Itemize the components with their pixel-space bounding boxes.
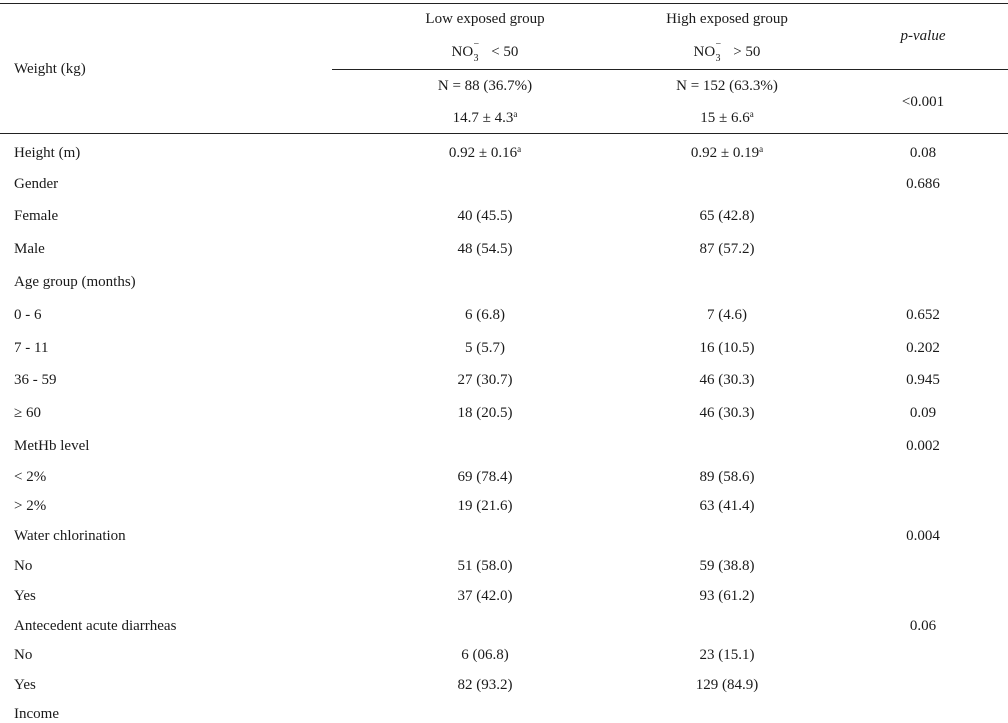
- row-label: Gender: [14, 176, 59, 192]
- table-top-rule: [0, 3, 1008, 4]
- low-value: 0.92 ± 0.16a: [448, 144, 522, 162]
- low-value: 48 (54.5): [457, 241, 513, 257]
- low-value: 6 (06.8): [461, 647, 509, 663]
- high-value: 16 (10.5): [699, 340, 755, 356]
- high-value: 65 (42.8): [699, 208, 755, 224]
- pvalue-title: p-value: [900, 28, 946, 44]
- weight-pvalue: <0.001: [901, 94, 945, 110]
- high-group-n: N = 152 (63.3%): [676, 78, 778, 94]
- row-label: Water chlorination: [14, 528, 126, 544]
- row-label: Income: [14, 706, 59, 722]
- p-value: 0.652: [906, 307, 940, 323]
- weight-low-value: 14.7 ± 4.3a: [452, 109, 518, 127]
- row-label: Male: [14, 241, 45, 257]
- high-value: 63 (41.4): [699, 498, 755, 514]
- high-value: 0.92 ± 0.19a: [690, 144, 764, 162]
- low-value: 69 (78.4): [457, 469, 513, 485]
- high-value: 46 (30.3): [699, 372, 755, 388]
- row-label: No: [14, 558, 33, 574]
- low-value: 27 (30.7): [457, 372, 513, 388]
- row-label: Yes: [14, 677, 36, 693]
- p-value: 0.09: [909, 405, 937, 421]
- nitrate-formula-high: NO −3: [693, 39, 722, 64]
- header-sub-rule: [332, 69, 1008, 70]
- low-value: 6 (6.8): [465, 307, 505, 323]
- high-value: 59 (38.8): [699, 558, 755, 574]
- row-label: Age group (months): [14, 274, 136, 290]
- row-label: ≥ 60: [14, 405, 41, 421]
- p-value: 0.202: [906, 340, 940, 356]
- row-label: No: [14, 647, 33, 663]
- low-value: 5 (5.7): [465, 340, 505, 356]
- low-group-n: N = 88 (36.7%): [437, 78, 533, 94]
- low-value: 82 (93.2): [457, 677, 513, 693]
- high-value: 7 (4.6): [707, 307, 747, 323]
- header-row-label: Weight (kg): [14, 61, 86, 77]
- low-condition: NO −3 < 50: [451, 39, 519, 64]
- p-value: 0.945: [906, 372, 940, 388]
- low-value: 18 (20.5): [457, 405, 513, 421]
- high-group-title: High exposed group: [666, 11, 788, 27]
- row-label: > 2%: [14, 498, 47, 514]
- row-label: Yes: [14, 588, 36, 604]
- high-condition: NO −3 > 50: [693, 39, 761, 64]
- p-value: 0.06: [909, 618, 937, 634]
- row-label: Height (m): [14, 145, 81, 161]
- p-value: 0.004: [906, 528, 940, 544]
- p-value: 0.08: [909, 145, 937, 161]
- row-label: 36 - 59: [14, 372, 57, 388]
- high-value: 87 (57.2): [699, 241, 755, 257]
- row-label: < 2%: [14, 469, 47, 485]
- nitrate-formula-low: NO −3: [451, 39, 480, 64]
- low-group-title: Low exposed group: [425, 11, 545, 27]
- low-value: 19 (21.6): [457, 498, 513, 514]
- row-label: MetHb level: [14, 438, 90, 454]
- low-value: 40 (45.5): [457, 208, 513, 224]
- row-label: Female: [14, 208, 59, 224]
- high-value: 93 (61.2): [699, 588, 755, 604]
- weight-high-value: 15 ± 6.6a: [700, 109, 754, 127]
- p-value: 0.002: [906, 438, 940, 454]
- row-label: Antecedent acute diarrheas: [14, 618, 177, 634]
- high-value: 129 (84.9): [695, 677, 759, 693]
- high-value: 46 (30.3): [699, 405, 755, 421]
- header-bottom-rule: [0, 133, 1008, 134]
- p-value: 0.686: [906, 176, 940, 192]
- high-value: 89 (58.6): [699, 469, 755, 485]
- row-label: 0 - 6: [14, 307, 42, 323]
- low-value: 37 (42.0): [457, 588, 513, 604]
- high-value: 23 (15.1): [699, 647, 755, 663]
- low-value: 51 (58.0): [457, 558, 513, 574]
- row-label: 7 - 11: [14, 340, 49, 356]
